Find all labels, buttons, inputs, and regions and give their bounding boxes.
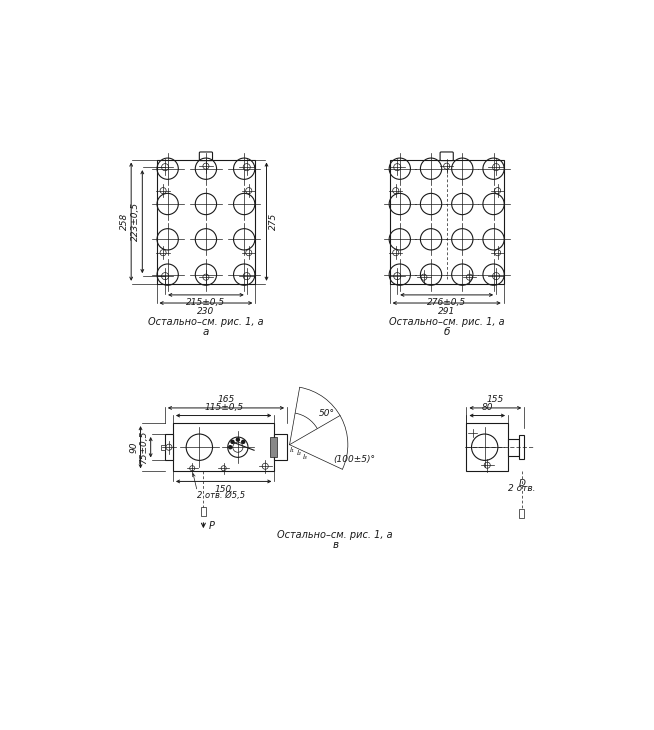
FancyBboxPatch shape (199, 152, 213, 161)
Circle shape (231, 440, 234, 443)
Text: 258: 258 (120, 213, 129, 230)
Text: 291: 291 (438, 307, 455, 315)
Bar (165, 434, 173, 461)
Bar (270, 437, 277, 458)
Text: 90: 90 (129, 442, 139, 453)
Text: P: P (209, 520, 215, 531)
Text: 115±0,5: 115±0,5 (204, 403, 243, 412)
Text: Остально–см. рис. 1, а: Остально–см. рис. 1, а (277, 529, 393, 539)
Text: (100±5)°: (100±5)° (333, 455, 375, 464)
Circle shape (236, 438, 239, 441)
Text: б: б (443, 327, 450, 337)
Text: Остально–см. рис. 1, а: Остально–см. рис. 1, а (389, 317, 504, 327)
Text: l₂: l₂ (296, 450, 301, 456)
Text: 165: 165 (217, 396, 235, 404)
Text: D: D (518, 479, 525, 488)
Text: 223±0,5: 223±0,5 (131, 202, 141, 241)
Circle shape (242, 440, 245, 443)
Bar (508, 439, 519, 456)
Bar (275, 434, 287, 461)
FancyBboxPatch shape (440, 152, 453, 161)
Text: в: в (332, 539, 338, 550)
Bar (519, 435, 525, 459)
Text: 50°: 50° (319, 409, 335, 418)
Text: 275: 275 (269, 213, 277, 230)
Text: 230: 230 (198, 307, 215, 315)
Text: 276±0,5: 276±0,5 (427, 299, 466, 307)
Bar (519, 510, 525, 518)
Bar (466, 423, 508, 472)
Bar (173, 423, 275, 472)
Text: l₁: l₁ (290, 447, 294, 453)
Text: а: а (203, 327, 209, 337)
Text: 215±0,5: 215±0,5 (186, 299, 226, 307)
Text: 2 отв. Ø5,5: 2 отв. Ø5,5 (198, 491, 245, 499)
Bar (201, 507, 206, 516)
Text: 2 отв.: 2 отв. (508, 484, 536, 493)
Bar (161, 445, 165, 450)
Text: l₃: l₃ (302, 454, 307, 460)
Circle shape (229, 446, 232, 449)
Bar (390, 160, 504, 284)
Text: 80: 80 (481, 403, 493, 412)
Text: Остально–см. рис. 1, а: Остально–см. рис. 1, а (148, 317, 264, 327)
Text: 75±0,5: 75±0,5 (140, 431, 148, 464)
Bar (156, 160, 255, 284)
Text: 155: 155 (487, 396, 504, 404)
Text: 150: 150 (215, 485, 232, 494)
